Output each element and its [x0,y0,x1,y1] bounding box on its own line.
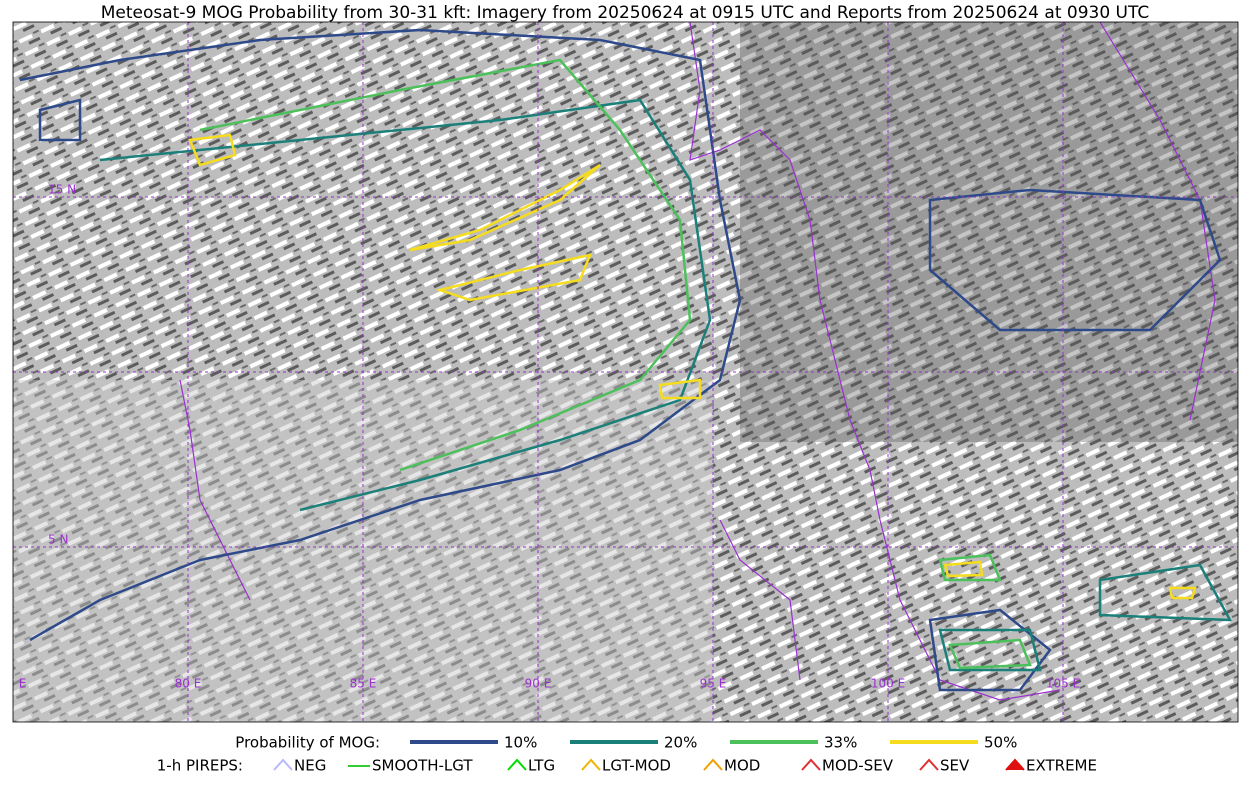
legend-label: SMOOTH-LGT [372,757,473,775]
legend-label: EXTREME [1026,757,1097,775]
legend-label: 33% [824,734,857,752]
title: Meteosat-9 MOG Probability from 30-31 kf… [101,3,1150,23]
longitude-label: 90 E [525,677,552,691]
legend-symbol [1005,758,1025,771]
legend-label: 10% [504,734,537,752]
legend-symbol [801,758,821,771]
contour-33 [199,58,1032,670]
legend-symbol [703,758,723,771]
graticule [13,22,1238,722]
legend-label: SEV [940,757,970,775]
longitude-label: 105 E [1046,677,1080,691]
legend-title: Probability of MOG: [235,734,380,752]
legend-symbol [581,758,601,771]
legend-label: LGT-MOD [602,757,671,775]
legend-symbol [507,758,527,771]
legend-label: 20% [664,734,697,752]
map-frame [12,21,1239,723]
legend-symbol [273,758,293,771]
legend-title: 1-h PIREPS: [157,757,243,775]
map: 75 E 80 E 85 E 90 E 95 E 100 E 105 E 15 N 5 N [0,22,1238,722]
legend-label: LTG [528,757,555,775]
longitude-label: 80 E [175,677,202,691]
longitude-label: 100 E [871,677,905,691]
longitude-label: 75 E [0,677,26,691]
longitude-label: 85 E [350,677,377,691]
legend: Probability of MOG: 10% 20% 33% 50% 1-h PIREP… [157,734,1097,775]
legend-label: 50% [984,734,1017,752]
legend-label: MOD-SEV [822,757,894,775]
legend-label: MOD [724,757,760,775]
contour-10 [19,28,1222,692]
legend-symbol [919,758,939,771]
latitude-label: 5 N [48,533,68,547]
contour-50 [188,133,1197,600]
contour-20 [99,98,1233,672]
cloud-region [740,22,1238,442]
legend-label: NEG [294,757,326,775]
latitude-label: 15 N [48,183,76,197]
longitude-label: 95 E [700,677,727,691]
